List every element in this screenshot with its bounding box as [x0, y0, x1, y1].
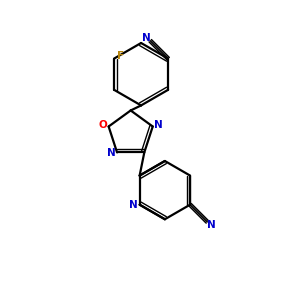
Text: N: N: [129, 200, 137, 210]
Text: N: N: [206, 220, 215, 230]
Text: N: N: [154, 120, 163, 130]
Text: N: N: [142, 33, 151, 43]
Text: F: F: [117, 51, 124, 61]
Text: N: N: [107, 148, 116, 158]
Text: O: O: [99, 120, 108, 130]
